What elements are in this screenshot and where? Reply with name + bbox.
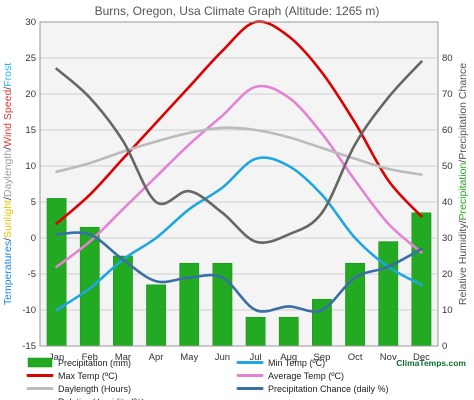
right-axis-label: Relative Humidity/Precipitation/Precipit… [457, 63, 469, 305]
left-axis-label: Temperatures/Sunlight/Daylength/Wind Spe… [2, 63, 14, 305]
axis-label-part: / [2, 87, 14, 90]
right-tick-label: 10 [442, 305, 453, 316]
left-tick-label: 30 [25, 17, 36, 28]
bar-precipitation-mm-jan [46, 198, 67, 347]
bar-precipitation-mm-feb [79, 226, 100, 347]
x-tick-label-jan: Jan [49, 352, 64, 363]
line-precipitation-chance-daily [55, 231, 423, 313]
x-tick-label-jul: Jul [250, 352, 262, 363]
bar-precipitation-mm-jul [245, 316, 266, 347]
left-tick-label: 5 [31, 197, 36, 208]
right-tick-label: 60 [442, 125, 453, 136]
x-tick-label-nov: Nov [380, 352, 397, 363]
axis-label-part: Frost [2, 63, 14, 87]
legend-swatch-precipitation-mm [27, 357, 53, 368]
left-tick-label: -5 [28, 269, 36, 280]
axis-label-part: / [457, 220, 469, 223]
legend: Precipitation (mm) Min Temp (ºC) Max Temp … [26, 357, 389, 400]
right-tick-label: 80 [442, 53, 453, 64]
line-min-temp-c [55, 156, 423, 312]
left-tick-label: 10 [25, 161, 36, 172]
x-tick-label-sep: Sep [313, 352, 330, 363]
x-tick-label-mar: Mar [115, 352, 131, 363]
left-axis-ticks: -15 -10 -5 0 5 10 15 20 25 30 [22, 17, 36, 352]
left-tick-label: -15 [22, 341, 36, 352]
right-axis-ticks: 0 10 20 30 40 50 60 70 80 [442, 53, 453, 352]
x-tick-label-aug: Aug [280, 352, 297, 363]
grid-lines [40, 21, 438, 347]
right-tick-label: 50 [442, 161, 453, 172]
axis-label-part: Precipitation [457, 163, 469, 221]
right-tick-label: 30 [442, 233, 453, 244]
x-tick-label-dec: Dec [413, 352, 430, 363]
axis-label-part: / [457, 160, 469, 163]
legend-label-precipitation-chance-daily: Precipitation Chance (daily %) [268, 384, 389, 394]
right-tick-label: 40 [442, 197, 453, 208]
bar-precipitation-mm-mar [113, 255, 133, 347]
bar-precipitation-mm-apr [146, 284, 166, 347]
brand-label: ClimaTemps.com [396, 358, 466, 368]
legend-label-min-temp-c: Min Temp (ºC) [268, 358, 325, 368]
legend-label-daylength-hours: Daylength (Hours) [58, 384, 131, 394]
axis-label-part: Sunlight [2, 200, 14, 238]
axis-label-part: Precipitation Chance [457, 63, 469, 160]
bar-precipitation-mm-dec [411, 212, 432, 347]
right-tick-label: 70 [442, 89, 453, 100]
plot-border [39, 21, 439, 347]
left-tick-label: 15 [25, 125, 36, 136]
bar-precipitation-mm-nov [378, 241, 399, 347]
x-tick-label-jun: Jun [215, 352, 230, 363]
legend-label-average-temp-c: Average Temp (ºC) [268, 371, 344, 381]
axis-label-part: / [2, 238, 14, 241]
axis-label-part: / [2, 147, 14, 150]
axis-label-part: / [2, 197, 14, 200]
axis-label-part: Relative Humidity [457, 223, 469, 305]
line-average-temp-c [55, 84, 423, 269]
left-tick-label: 25 [25, 53, 36, 64]
legend-label-relative-humidity: Relative Humidity (%) [58, 397, 145, 400]
x-axis-ticks: Jan Feb Mar Apr May Jun Jul Aug Sep Oct Nov Dec [49, 352, 430, 363]
series-lines [55, 20, 423, 313]
line-relative-humidity [55, 60, 423, 244]
axis-label-part: Wind Speed [2, 90, 14, 147]
right-tick-label: 20 [442, 269, 453, 280]
x-tick-label-may: May [180, 352, 198, 363]
left-tick-label: 20 [25, 89, 36, 100]
right-tick-label: 0 [442, 341, 447, 352]
chart-title: Burns, Oregon, Usa Climate Graph (Altitu… [95, 4, 380, 18]
line-max-temp-c [55, 20, 423, 225]
axis-label-part: Daylength [2, 150, 14, 197]
x-tick-label-oct: Oct [348, 352, 363, 363]
axis-label-part: Temperatures [2, 241, 14, 305]
line-daylength-hours [55, 126, 423, 176]
legend-label-precipitation-mm: Precipitation (mm) [58, 358, 131, 368]
x-tick-label-apr: Apr [149, 352, 164, 363]
precipitation-bars [46, 198, 432, 347]
x-tick-label-feb: Feb [82, 352, 98, 363]
left-tick-label: 0 [31, 233, 36, 244]
legend-label-max-temp-c: Max Temp (ºC) [58, 371, 118, 381]
left-tick-label: -10 [22, 305, 36, 316]
bar-precipitation-mm-aug [278, 316, 299, 347]
